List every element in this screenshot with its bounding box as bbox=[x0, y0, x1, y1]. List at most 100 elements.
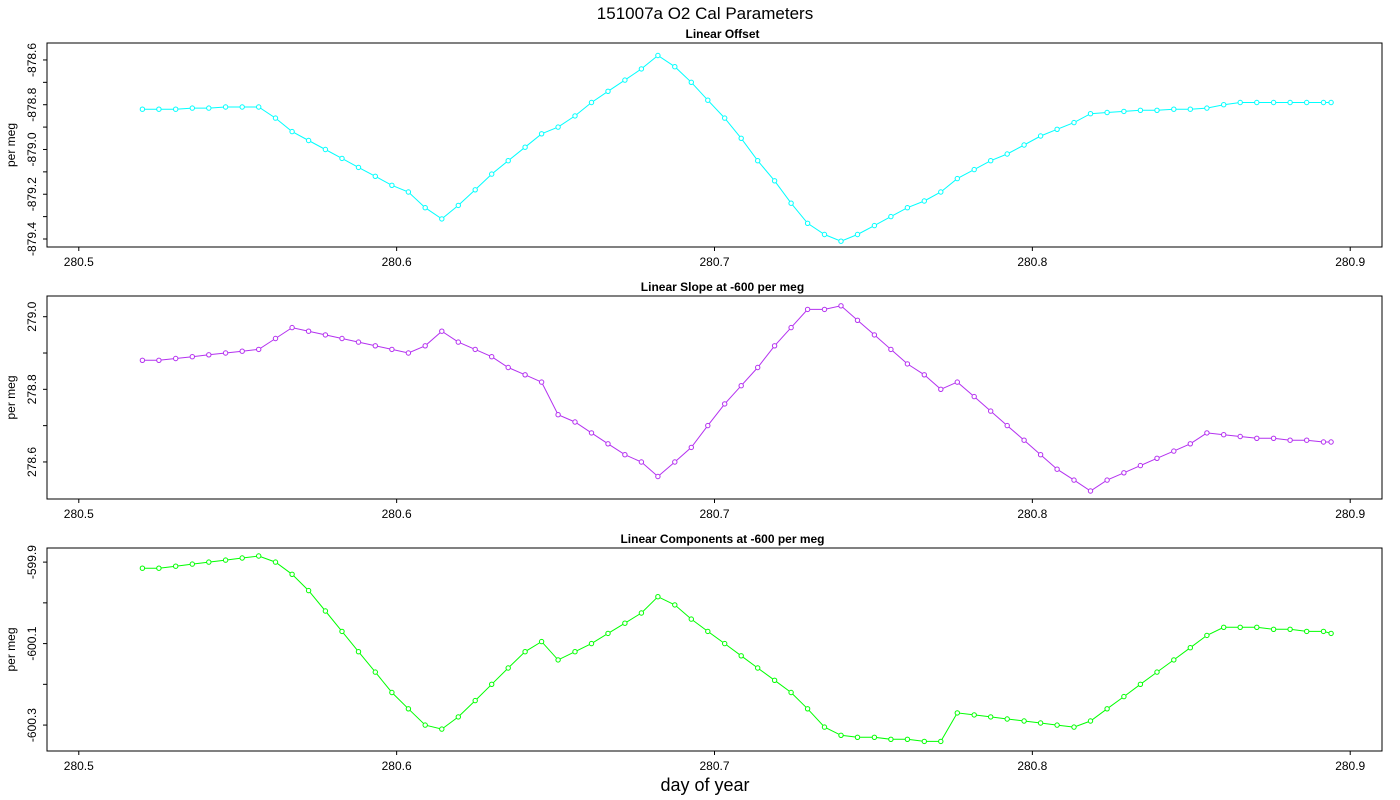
data-point bbox=[921, 738, 927, 745]
data-point bbox=[355, 164, 362, 171]
data-point bbox=[339, 335, 345, 342]
data-point bbox=[622, 452, 628, 458]
x-tick-label: 280.5 bbox=[64, 507, 94, 521]
data-point bbox=[722, 401, 728, 407]
data-point bbox=[239, 348, 245, 354]
data-point bbox=[555, 124, 561, 130]
data-point bbox=[954, 710, 960, 716]
panel-title: Linear Slope at -600 per meg bbox=[641, 280, 804, 294]
data-point bbox=[638, 66, 645, 72]
data-point bbox=[1171, 657, 1177, 663]
data-point bbox=[1221, 624, 1227, 630]
data-point bbox=[189, 105, 196, 111]
data-point bbox=[422, 722, 428, 728]
x-tick-label: 280.8 bbox=[1017, 507, 1047, 521]
data-point bbox=[655, 52, 661, 59]
data-point bbox=[489, 681, 495, 687]
data-point bbox=[489, 171, 495, 177]
data-point bbox=[239, 555, 245, 561]
x-tick-label: 280.9 bbox=[1335, 507, 1365, 521]
data-point bbox=[222, 350, 229, 356]
data-point bbox=[206, 559, 212, 565]
data-point bbox=[289, 571, 295, 577]
data-point bbox=[439, 328, 445, 334]
data-point bbox=[938, 738, 944, 745]
data-point bbox=[422, 205, 428, 211]
data-point bbox=[788, 200, 794, 206]
data-point bbox=[1270, 626, 1277, 632]
series-line bbox=[142, 555, 1332, 742]
data-point bbox=[1071, 477, 1077, 483]
data-point bbox=[222, 557, 229, 563]
data-point bbox=[688, 444, 694, 451]
data-point bbox=[472, 346, 478, 353]
x-tick-label: 280.5 bbox=[64, 255, 94, 269]
data-point bbox=[256, 104, 262, 110]
data-point bbox=[522, 372, 528, 378]
data-point bbox=[1328, 630, 1334, 637]
data-point bbox=[455, 202, 461, 209]
data-point bbox=[505, 364, 511, 371]
data-point bbox=[688, 79, 694, 86]
data-point bbox=[1054, 466, 1060, 472]
data-point bbox=[206, 352, 212, 358]
x-tick-label: 280.7 bbox=[699, 255, 729, 269]
data-point bbox=[1254, 435, 1260, 441]
data-point bbox=[256, 553, 262, 559]
y-tick-label: -879.0 bbox=[25, 132, 39, 166]
data-point bbox=[405, 350, 412, 356]
y-tick-label: -600.3 bbox=[25, 708, 39, 742]
data-point bbox=[1154, 455, 1160, 461]
data-point bbox=[189, 561, 196, 567]
data-point bbox=[638, 610, 645, 616]
data-point bbox=[322, 608, 329, 614]
x-tick-label: 280.6 bbox=[382, 759, 412, 773]
data-point bbox=[871, 222, 878, 229]
data-point bbox=[588, 99, 595, 106]
data-point bbox=[1204, 430, 1210, 436]
data-point bbox=[339, 628, 345, 635]
data-point bbox=[954, 175, 960, 182]
x-tick-label: 280.5 bbox=[64, 759, 94, 773]
data-point bbox=[156, 565, 162, 571]
data-point bbox=[1121, 693, 1127, 700]
data-point bbox=[588, 430, 595, 436]
y-tick-label: 278.6 bbox=[25, 447, 39, 477]
data-point bbox=[1054, 722, 1060, 728]
data-point bbox=[605, 630, 611, 637]
data-point bbox=[755, 158, 761, 164]
data-point bbox=[1270, 435, 1277, 441]
data-point bbox=[605, 88, 611, 95]
x-tick-label: 280.6 bbox=[382, 255, 412, 269]
data-point bbox=[788, 324, 794, 331]
data-point bbox=[1304, 437, 1310, 443]
data-point bbox=[988, 408, 994, 414]
data-point bbox=[638, 459, 645, 465]
y-axis-label: per meg bbox=[4, 123, 18, 167]
data-point bbox=[838, 238, 844, 244]
data-point bbox=[1320, 99, 1327, 106]
data-point bbox=[888, 213, 894, 220]
data-point bbox=[189, 354, 196, 360]
data-point bbox=[1320, 628, 1327, 635]
data-point bbox=[1137, 462, 1144, 469]
data-point bbox=[1304, 628, 1310, 635]
data-point bbox=[572, 113, 578, 119]
data-point bbox=[156, 106, 162, 112]
data-point bbox=[672, 64, 678, 70]
panel-1: Linear Offset 280.5 280.6 280.7 280.8 280.9 -8… bbox=[4, 27, 1383, 269]
data-point bbox=[1004, 422, 1010, 429]
data-point bbox=[472, 697, 478, 704]
data-point bbox=[854, 317, 861, 323]
data-point bbox=[272, 335, 279, 342]
y-tick-label: -599.9 bbox=[25, 545, 39, 579]
plot-frame bbox=[46, 547, 1383, 752]
data-point bbox=[971, 712, 977, 718]
data-point bbox=[372, 669, 378, 675]
data-point bbox=[372, 343, 378, 349]
series-line bbox=[142, 54, 1332, 242]
data-point bbox=[755, 665, 761, 671]
y-tick-label: 278.8 bbox=[25, 374, 39, 404]
data-point bbox=[1137, 107, 1144, 114]
data-point bbox=[1087, 111, 1094, 117]
